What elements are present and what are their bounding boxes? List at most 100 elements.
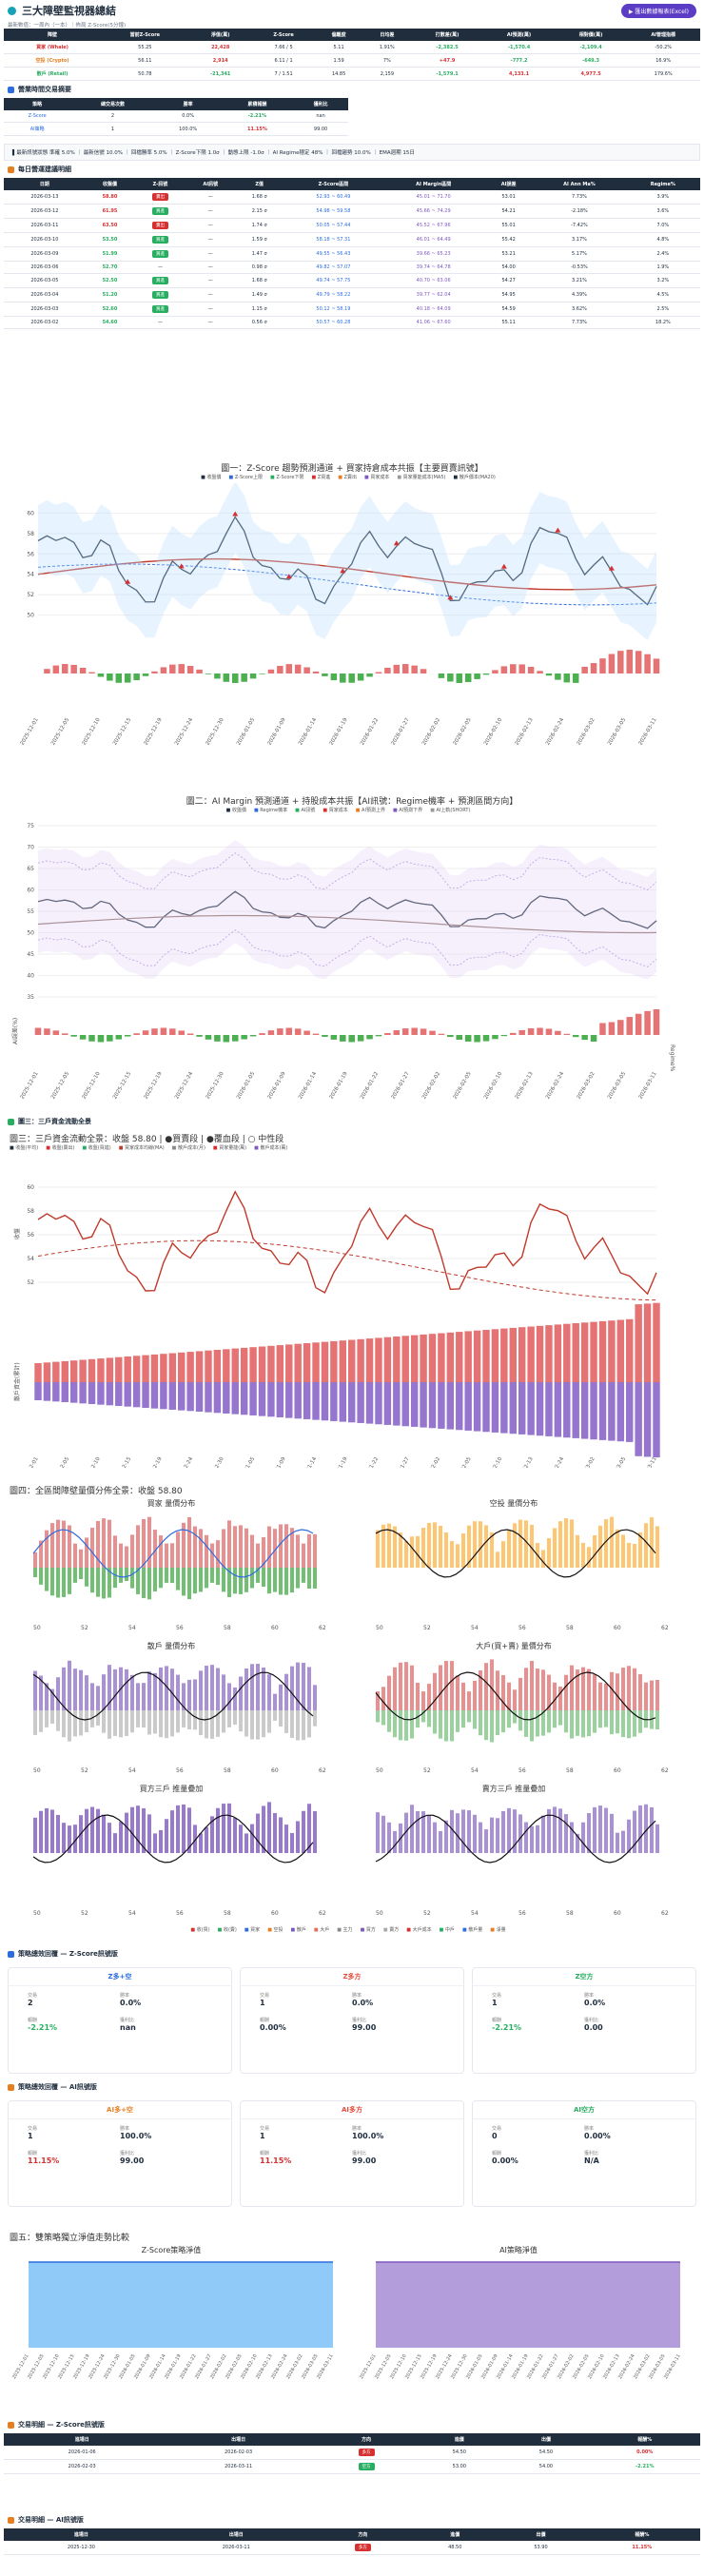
bar-mark (223, 673, 230, 682)
col-header: Regime% (625, 178, 700, 190)
legend-entry[interactable]: ■ 散戶成本(萬) (254, 1145, 288, 1151)
flow-bar (482, 1382, 490, 1433)
dist-bar (96, 1568, 100, 1597)
legend-entry[interactable]: ■ AI訊號 (295, 808, 316, 813)
bar-mark (438, 1033, 445, 1035)
legend-entry[interactable]: ■ 中戶 (439, 1927, 455, 1933)
export-button[interactable]: ▶ 匯出數據報表(Excel) (620, 3, 696, 18)
legend-entry[interactable]: ■ AI預測下界 (392, 808, 423, 813)
flow-bar (178, 1352, 186, 1382)
dist-bar (39, 1710, 43, 1732)
flow-bar (115, 1382, 123, 1406)
legend-entry[interactable]: ■ 大戶成本 (406, 1927, 432, 1933)
dist-bar (553, 1682, 557, 1710)
legend-entry[interactable]: ■ 買家量能(萬) (212, 1145, 247, 1151)
legend-entry[interactable]: ■ 收(買) (190, 1927, 210, 1933)
legend-entry[interactable]: ■ 收盤(買進) (82, 1145, 111, 1151)
dist-bar (461, 1533, 465, 1568)
legend-entry[interactable]: ■ 收盤價 (201, 475, 222, 480)
x-tick: 2026-03-02 (577, 1071, 596, 1101)
bar-mark (340, 673, 346, 683)
legend-entry[interactable]: ■ 收盤(平均) (10, 1145, 39, 1151)
legend-entry[interactable]: ■ 淨量 (490, 1927, 506, 1933)
table-cell: 52.93 ~ 60.49 (284, 190, 383, 205)
x-tick: 2026-02-13 (515, 717, 535, 747)
perf-card: AI多+空 交易 1 勝率 100.0% 報酬 11.15% 獲利比 99.00 (8, 2100, 232, 2207)
dist-bar (205, 1826, 208, 1853)
flow-bar (357, 1338, 364, 1382)
flow-bar (205, 1350, 212, 1382)
legend-entry[interactable]: ■ 買家 (244, 1927, 261, 1933)
legend-entry[interactable]: ■ 買家成本 (323, 808, 348, 813)
x-tick: 2026-03-11 (638, 1456, 658, 1468)
legend-entry[interactable]: ■ 買家成本均線(MA) (118, 1145, 165, 1151)
legend-entry[interactable]: ■ 收盤價 (225, 808, 246, 813)
dist-bar (387, 1710, 391, 1732)
legend-entry[interactable]: ■ 散戶價本(MA20) (453, 475, 496, 480)
dist-bar (570, 1519, 574, 1568)
x-tick: 2026-01-27 (391, 1071, 411, 1101)
dist-bar (467, 1710, 471, 1723)
legend-entry[interactable]: ■ Z賣出 (338, 475, 357, 480)
table-cell: AI策略 (4, 122, 71, 136)
bar-mark (393, 664, 401, 673)
bar-mark (231, 673, 239, 683)
flow-bar (195, 1351, 204, 1382)
dist-bar (153, 1530, 157, 1568)
x-tick: 54 (471, 1910, 479, 1917)
legend-entry[interactable]: ■ 散戶成本(月) (171, 1145, 205, 1151)
bar-mark (241, 1035, 247, 1040)
dist-bar (113, 1535, 117, 1568)
dist-bar (507, 1807, 511, 1853)
legend-entry[interactable]: ■ 收(賣) (217, 1927, 237, 1933)
dist-bar (638, 1710, 642, 1733)
dist-bar (68, 1568, 71, 1594)
legend-entry[interactable]: ■ 收盤(賣出) (46, 1145, 75, 1151)
dist-bar (621, 1830, 625, 1853)
bar-mark (599, 658, 606, 673)
dist-bar (456, 1710, 460, 1732)
dist-bar (182, 1522, 186, 1568)
legend-entry[interactable]: ■ 大戶 (313, 1927, 330, 1933)
legend-entry[interactable]: ■ Z買進 (311, 475, 331, 480)
x-tick: 2025-12-30 (205, 1456, 225, 1468)
kpi-table: 策略 總交易次數 勝率 累積報酬 獲利比 Z-Score 2 0.0% -2.21% nan AI策… (4, 98, 348, 136)
dist-bar (479, 1670, 482, 1710)
legend-entry[interactable]: ■ 散戶 (290, 1927, 306, 1933)
dist-bar (427, 1815, 431, 1853)
legend-entry[interactable]: ■ 散戶量 (461, 1927, 483, 1933)
signal-chip: 買進 (151, 236, 168, 244)
kpi-table-section: 策略 總交易次數 勝率 累積報酬 獲利比 Z-Score 2 0.0% -2.21% nan AI策… (0, 98, 352, 136)
table-cell: 買家 (Whale) (4, 41, 102, 54)
status-dot-icon (8, 6, 16, 15)
panel-title: 買家 量價分布 (147, 1498, 196, 1508)
legend-entry[interactable]: ■ 買家量能成本(MA5) (397, 475, 446, 480)
legend-entry[interactable]: ■ 賣方 (382, 1927, 400, 1933)
dist-bar (393, 1830, 397, 1853)
table-cell: 51.20 (85, 287, 135, 302)
flow-bar (635, 1304, 642, 1382)
table-cell: 7.73% (533, 190, 626, 205)
legend-entry[interactable]: ■ 買方 (360, 1927, 376, 1933)
col-header: 進場日 (4, 2528, 159, 2541)
legend-entry[interactable]: ■ 主力 (337, 1927, 353, 1933)
table-cell: -2.18% (533, 204, 626, 219)
dist-bar (108, 1665, 111, 1710)
legend-entry[interactable]: ■ Z-Score上限 (228, 475, 263, 480)
legend-entry[interactable]: ■ 空投 (267, 1927, 284, 1933)
legend-entry[interactable]: ■ AI上軌(SHORT) (430, 808, 471, 813)
legend-entry[interactable]: ■ Regime機率 (253, 808, 288, 813)
x-tick: 56 (518, 1767, 526, 1774)
table-row: 2026-03-02 54.60— —0.56 σ 50.57 ~ 60.28 41.0… (4, 316, 700, 329)
legend-entry[interactable]: ■ Z-Score下限 (269, 475, 304, 480)
perf-card-title: Z多+空 (9, 1968, 231, 1986)
dist-bar (187, 1807, 191, 1853)
dist-bar (68, 1710, 71, 1742)
legend-entry[interactable]: ■ 買家成本 (364, 475, 390, 480)
dist-bar (210, 1543, 214, 1568)
dist-bar (410, 1805, 414, 1853)
dist-bar (290, 1568, 294, 1593)
bar-mark (581, 666, 588, 673)
legend-entry[interactable]: ■ AI預測上界 (355, 808, 385, 813)
dist-bar (250, 1710, 254, 1740)
